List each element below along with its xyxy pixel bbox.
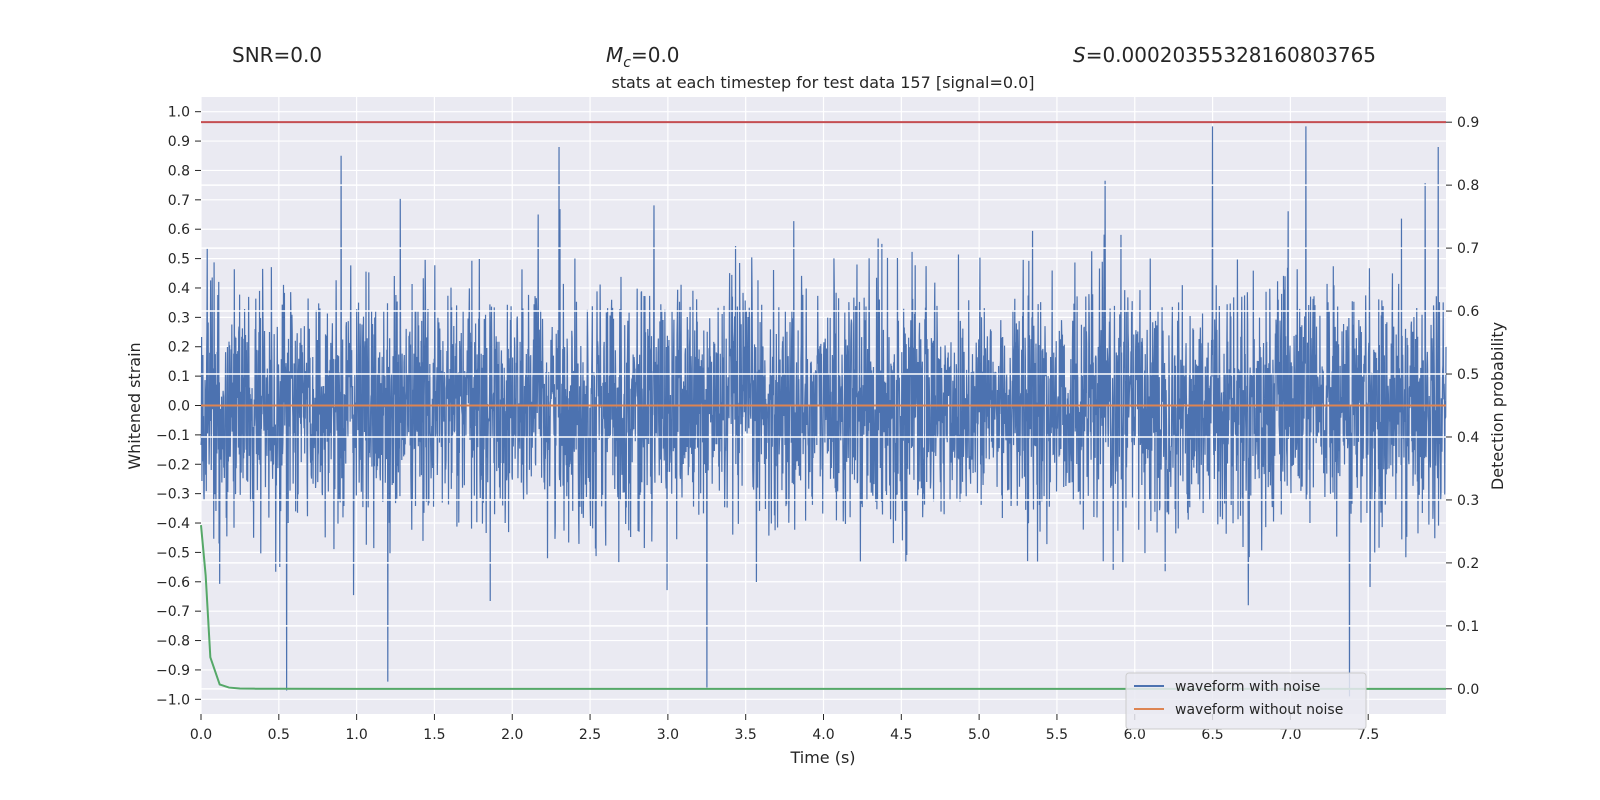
x-tick-label: 5.5 [1046, 727, 1068, 743]
detection-stat-label: S=0.00020355328160803765 [1073, 43, 1376, 67]
x-tick-label: 3.0 [657, 727, 679, 743]
x-tick-label: 1.0 [345, 727, 367, 743]
y-axis-label: Whitened strain [125, 342, 144, 469]
right-tick-label: 0.2 [1457, 556, 1479, 572]
y-tick-label: 0.2 [168, 340, 190, 356]
x-tick-label: 4.0 [812, 727, 834, 743]
right-tick-label: 0.3 [1457, 493, 1479, 509]
y-tick-label: −0.4 [156, 516, 190, 532]
y-tick-label: −0.1 [156, 428, 190, 444]
y-tick-label: −0.8 [156, 634, 190, 650]
legend-box [1125, 672, 1367, 730]
right-tick-label: 0.8 [1457, 178, 1479, 194]
x-tick-label: 7.5 [1357, 727, 1379, 743]
right-axis-label: Detection probability [1488, 322, 1507, 490]
right-tick-label: 0.7 [1457, 241, 1479, 257]
right-tick-label: 0.0 [1457, 682, 1479, 698]
y-tick-label: 0.7 [168, 193, 190, 209]
x-tick-label: 2.5 [579, 727, 601, 743]
y-tick-label: −0.2 [156, 457, 190, 473]
y-tick-label: −1.0 [156, 692, 190, 708]
x-tick-label: 7.0 [1279, 727, 1301, 743]
y-tick-label: 0.8 [168, 163, 190, 179]
y-axis-ticks: 1.0 0.9 0.8 0.7 0.6 0.5 0.4 0.3 0.2 0.1 0.0 −0.1 −0.… [156, 105, 201, 708]
series-detection-probability [200, 525, 1446, 690]
right-tick-label: 0.6 [1457, 304, 1479, 320]
x-tick-label: 1.5 [423, 727, 445, 743]
x-axis-ticks: 0.0 0.5 1.0 1.5 2.0 2.5 3.0 3.5 4.0 4.5 5.0 5.5 6.0 6… [190, 714, 1379, 743]
y-tick-label: 0.9 [168, 134, 190, 150]
x-tick-label: 2.0 [501, 727, 523, 743]
y-tick-label: 0.4 [168, 281, 190, 297]
right-tick-label: 0.1 [1457, 619, 1479, 635]
right-axis-ticks: 0.9 0.8 0.7 0.6 0.5 0.4 0.3 0.2 0.1 0.0 [1446, 115, 1479, 698]
x-tick-label: 5.0 [968, 727, 990, 743]
x-axis-label: Time (s) [789, 748, 855, 767]
chart-title: stats at each timestep for test data 157… [611, 73, 1034, 92]
x-tick-label: 4.5 [890, 727, 912, 743]
y-tick-label: −0.7 [156, 604, 190, 620]
y-tick-label: −0.9 [156, 663, 190, 679]
x-tick-label: 3.5 [735, 727, 757, 743]
y-tick-label: 0.1 [168, 369, 190, 385]
y-tick-label: −0.6 [156, 575, 190, 591]
right-tick-label: 0.4 [1457, 430, 1479, 446]
right-tick-label: 0.9 [1457, 115, 1479, 131]
legend-label-noise: waveform with noise [1175, 679, 1320, 695]
snr-label: SNR=0.0 [232, 43, 322, 67]
x-tick-label: 6.5 [1201, 727, 1223, 743]
y-tick-label: 1.0 [168, 105, 190, 121]
legend: waveform with noise waveform without noi… [1125, 672, 1367, 730]
y-tick-label: 0.3 [168, 310, 190, 326]
legend-label-clean: waveform without noise [1175, 702, 1343, 718]
right-tick-label: 0.5 [1457, 367, 1479, 383]
y-tick-label: 0.5 [168, 252, 190, 268]
y-tick-label: 0.6 [168, 222, 190, 238]
x-tick-label: 0.0 [190, 727, 212, 743]
x-tick-label: 6.0 [1124, 727, 1146, 743]
y-tick-label: 0.0 [168, 399, 190, 415]
y-tick-label: −0.3 [156, 487, 190, 503]
y-tick-label: −0.5 [156, 545, 190, 561]
x-tick-label: 0.5 [268, 727, 290, 743]
chirp-mass-label: Mc=0.0 [606, 43, 680, 71]
